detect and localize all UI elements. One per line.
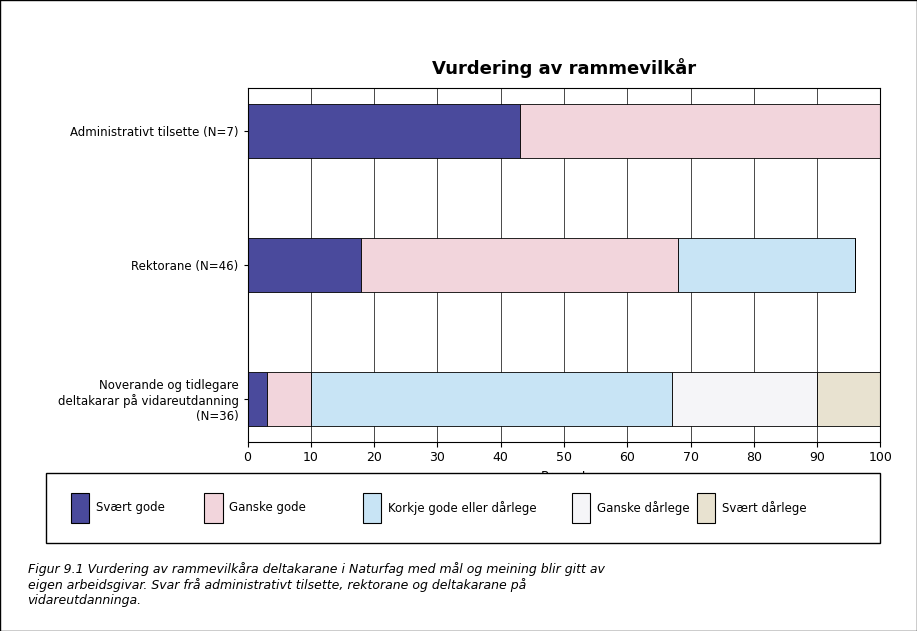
Text: Svært gode: Svært gode (96, 502, 165, 514)
Bar (571, 493, 590, 522)
Bar (267, 372, 311, 426)
Bar (204, 493, 223, 522)
FancyBboxPatch shape (46, 473, 880, 543)
Bar (361, 239, 678, 292)
Bar (311, 372, 671, 426)
Bar (697, 493, 715, 522)
Text: Figur 9.1 Vurdering av rammevilkåra deltakarane i Naturfag med mål og meining bl: Figur 9.1 Vurdering av rammevilkåra delt… (28, 562, 604, 607)
Bar (363, 493, 381, 522)
X-axis label: Prosent: Prosent (541, 470, 587, 483)
Text: Ganske gode: Ganske gode (229, 502, 306, 514)
Bar (678, 239, 855, 292)
Title: Vurdering av rammevilkår: Vurdering av rammevilkår (432, 59, 696, 78)
Bar (248, 104, 520, 158)
Text: Korkje gode eller dårlege: Korkje gode eller dårlege (388, 501, 536, 515)
Bar (248, 239, 361, 292)
Bar (817, 372, 880, 426)
Bar (71, 493, 89, 522)
Text: Svært dårlege: Svært dårlege (722, 501, 806, 515)
Bar (520, 104, 880, 158)
Bar (248, 372, 267, 426)
Text: Ganske dårlege: Ganske dårlege (597, 501, 690, 515)
Bar (671, 372, 817, 426)
